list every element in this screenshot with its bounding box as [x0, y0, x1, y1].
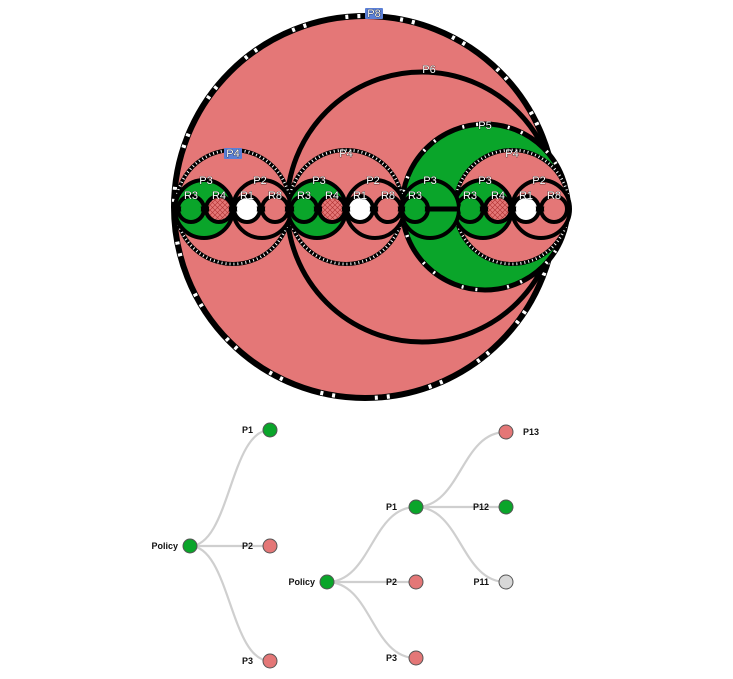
group-2-label-r4: R4 — [325, 190, 339, 202]
group-3-label-r3: R3 — [463, 190, 477, 202]
group-2-label-r1: R1 — [353, 190, 367, 202]
node-right-p1[interactable] — [408, 499, 424, 515]
group-3-label-p4: P4 — [505, 148, 518, 160]
group-2-label-p3: P3 — [312, 175, 325, 187]
group-3-r4-fill — [488, 199, 508, 219]
edge-right-p1-3 — [415, 505, 507, 584]
policy-tree-left: Policy P1 P2 P3 — [151, 422, 278, 669]
group-3-r3-fill — [460, 199, 480, 219]
node-left-p2[interactable] — [262, 538, 278, 554]
group-1-r4-fill — [209, 199, 229, 219]
group-3-label-r4: R4 — [491, 190, 505, 202]
group-1-label-r1: R1 — [240, 190, 254, 202]
circle-pack: P8 P6 P5 P4 P3 P2 R3 R4 R1 R8 P4 P3 P2 R3 R4 R1 R8 P4 P3 P2… — [171, 8, 572, 401]
edge-right-p1-1 — [415, 430, 507, 509]
group-3-r1-fill — [516, 199, 536, 219]
group-1-r8-fill — [265, 199, 285, 219]
group-1-label-p3: P3 — [199, 175, 212, 187]
group-3-label-p3: P3 — [478, 175, 491, 187]
group-2-r8-fill — [378, 199, 398, 219]
group-2-r4-fill — [322, 199, 342, 219]
group-2-label-r3: R3 — [297, 190, 311, 202]
group-1-label-r4: R4 — [212, 190, 226, 202]
label-p8-highlight — [365, 8, 383, 19]
node-left-p1-label: P1 — [242, 425, 253, 435]
group-3-r8-fill — [544, 199, 564, 219]
node-right-p11[interactable] — [498, 574, 514, 590]
node-right-policy[interactable] — [319, 574, 335, 590]
group-2-r1-fill — [350, 199, 370, 219]
edge-left-3 — [189, 544, 271, 663]
group-3-label-r8: R8 — [547, 190, 561, 202]
group-1-r1-fill — [237, 199, 257, 219]
group-1-label-p4: P4 — [226, 148, 239, 160]
p5-inner-label-r3: R3 — [408, 190, 422, 202]
node-right-p1-label: P1 — [386, 502, 397, 512]
group-2-label-r8: R8 — [381, 190, 395, 202]
node-right-p13[interactable] — [498, 424, 514, 440]
group-2-label-p2: P2 — [366, 175, 379, 187]
node-right-p12-label: P12 — [473, 502, 489, 512]
p5-inner-r3-fill — [405, 199, 425, 219]
p5-inner-label-p3: P3 — [423, 175, 436, 187]
node-right-p11-label: P11 — [473, 577, 489, 587]
node-left-p2-label: P2 — [242, 541, 253, 551]
group-1-label-r3: R3 — [184, 190, 198, 202]
node-right-p3-label: P3 — [386, 653, 397, 663]
node-right-p3[interactable] — [408, 650, 424, 666]
node-left-p3-label: P3 — [242, 656, 253, 666]
node-right-p13-label: P13 — [523, 427, 539, 437]
node-right-p2[interactable] — [408, 574, 424, 590]
group-2-r3-fill — [294, 199, 314, 219]
group-1-r3-fill — [181, 199, 201, 219]
group-1-label-r8: R8 — [268, 190, 282, 202]
group-1-label-p4-highlight — [224, 148, 242, 159]
node-left-p1[interactable] — [262, 422, 278, 438]
label-p8: P8 — [367, 8, 380, 20]
node-right-policy-label: Policy — [288, 577, 315, 587]
node-left-policy-label: Policy — [151, 541, 178, 551]
node-right-p2-label: P2 — [386, 577, 397, 587]
group-1-label-p2: P2 — [253, 175, 266, 187]
edge-right-1 — [326, 505, 417, 584]
label-p6: P6 — [422, 64, 435, 76]
node-left-p3[interactable] — [262, 653, 278, 669]
node-left-policy[interactable] — [182, 538, 198, 554]
group-3-label-r1: R1 — [519, 190, 533, 202]
node-right-p12[interactable] — [498, 499, 514, 515]
group-3-label-p2: P2 — [532, 175, 545, 187]
policy-tree-right: Policy P1 P2 P3 P13 P12 P11 — [288, 424, 539, 666]
group-2-label-p4: P4 — [339, 148, 352, 160]
edge-right-3 — [326, 580, 417, 660]
edge-left-1 — [189, 428, 271, 548]
label-p5: P5 — [478, 120, 491, 132]
